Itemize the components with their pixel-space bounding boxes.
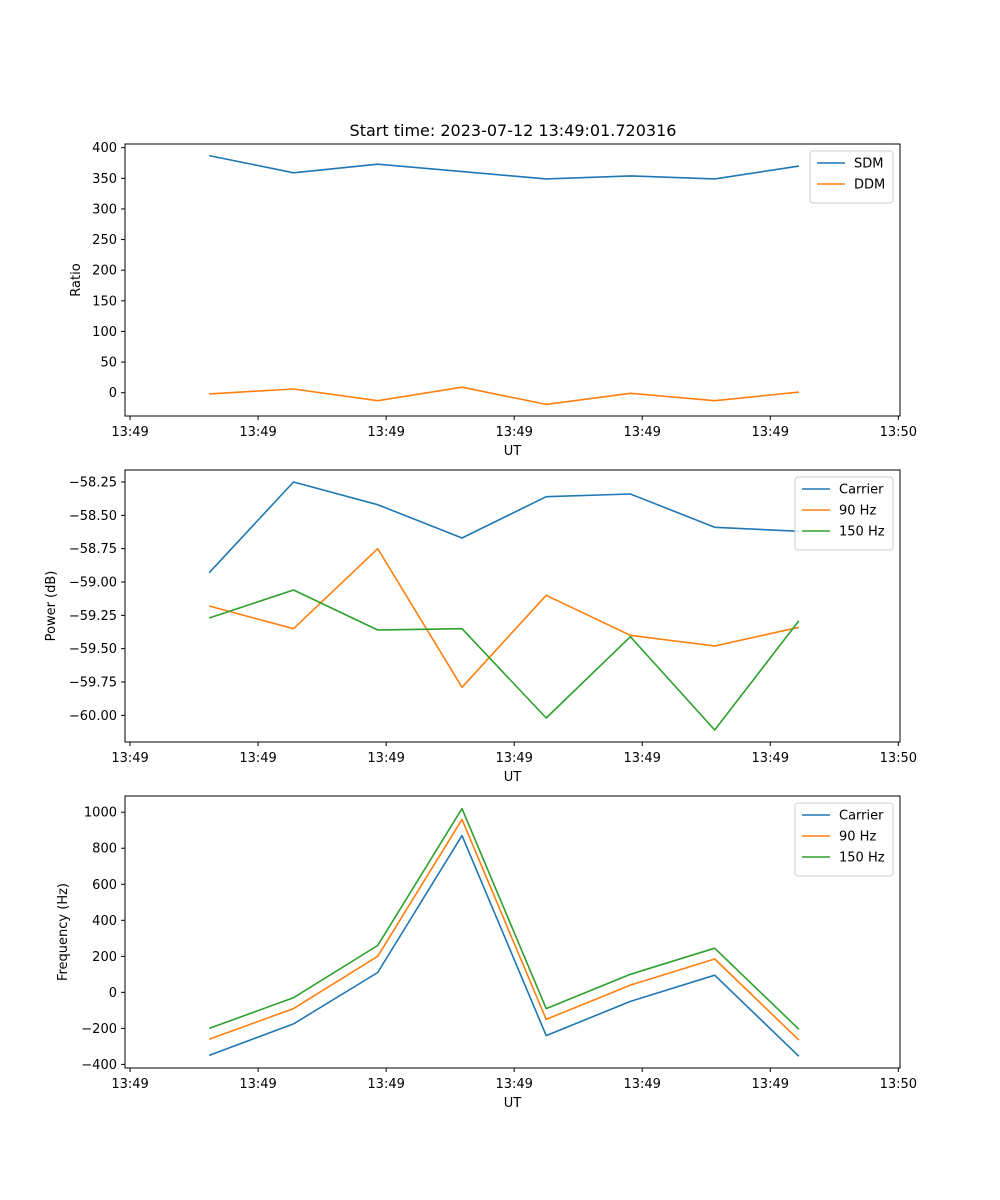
frequency-x-axis-label: UT [504,1096,522,1111]
frequency-series-150-hz [208,807,800,1030]
ratio-y-tick-label: 300 [92,202,117,217]
power-x-tick-label: 13:49 [367,751,404,766]
frequency-y-tick-label: 1000 [84,806,117,821]
frequency-y-tick-label: 800 [92,842,117,857]
power-y-axis-label: Power (dB) [44,571,59,642]
ratio-y-tick-label: 400 [92,141,117,156]
power-x-tick-label: 13:49 [495,751,532,766]
ratio-series-sdm [209,154,800,180]
power-y-tick-label: −58.50 [69,509,117,524]
power-y-tick-label: −59.50 [69,642,117,657]
power-y-tick-label: −59.75 [69,676,117,691]
ratio-y-tick-label: 50 [100,356,117,371]
power-x-tick-label: 13:49 [111,751,148,766]
frequency-x-tick-label: 13:49 [623,1077,660,1092]
ratio-series-ddm [209,386,799,406]
frequency-x-tick-label: 13:49 [367,1077,404,1092]
frequency-axes-frame [124,795,901,1069]
ratio-legend-label-ddm: DDM [854,178,885,193]
power-y-tick-label: −58.75 [69,542,117,557]
frequency-y-axis-label: Frequency (Hz) [56,883,71,981]
frequency-y-tick-label: −200 [81,1022,117,1037]
ratio-y-tick-label: 150 [92,294,117,309]
ratio-x-tick-label: 13:50 [880,425,917,440]
frequency-x-tick-label: 13:49 [111,1077,148,1092]
power-y-tick-label: −60.00 [69,709,117,724]
power-series-150-hz [208,589,800,731]
ratio-x-tick-label: 13:49 [752,425,789,440]
power-x-tick-label: 13:49 [623,751,660,766]
power-legend-label-90-hz: 90 Hz [839,504,876,519]
ratio-y-tick-label: 350 [92,172,117,187]
ratio-y-tick-label: 0 [109,386,117,401]
power-legend-label-150-hz: 150 Hz [839,525,885,540]
frequency-series-90-hz [208,818,800,1041]
ratio-x-tick-label: 13:49 [367,425,404,440]
power-x-tick-label: 13:49 [752,751,789,766]
ratio-x-tick-label: 13:49 [495,425,532,440]
frequency-legend-label-90-hz: 90 Hz [839,830,876,845]
ratio-y-tick-label: 100 [92,325,117,340]
frequency-legend-label-carrier: Carrier [839,809,884,824]
power-series-90-hz [208,547,800,689]
power-y-tick-label: −59.25 [69,609,117,624]
ratio-legend [809,150,894,204]
ratio-x-tick-label: 13:49 [623,425,660,440]
frequency-y-tick-label: 0 [109,986,117,1001]
ratio-x-axis-label: UT [504,444,522,459]
frequency-legend-label-150-hz: 150 Hz [839,851,885,866]
ratio-x-tick-label: 13:49 [239,425,276,440]
figure-title: Start time: 2023-07-12 13:49:01.720316 [350,121,677,140]
frequency-y-tick-label: −400 [81,1058,117,1073]
ratio-panel: 0 50 100 150 200 250 300 350 400 13:49 13:49 13:49 1… [69,141,917,459]
power-series-carrier [208,481,799,574]
power-x-tick-label: 13:49 [239,751,276,766]
frequency-y-tick-label: 200 [92,950,117,965]
power-y-tick-label: −58.25 [69,476,117,491]
ratio-axes-frame [124,143,901,417]
frequency-x-tick-label: 13:49 [752,1077,789,1092]
power-legend-label-carrier: Carrier [839,483,884,498]
ratio-y-axis-label: Ratio [69,263,84,296]
power-panel: −60.00 −59.75 −59.50 −59.25 −59.00 −58.75 −58.… [44,469,917,785]
frequency-x-tick-label: 13:49 [495,1077,532,1092]
frequency-x-tick-label: 13:49 [239,1077,276,1092]
ratio-x-tick-label: 13:49 [111,425,148,440]
ratio-y-tick-label: 200 [92,264,117,279]
power-x-tick-label: 13:50 [880,751,917,766]
frequency-series-carrier [208,834,800,1057]
power-axes-frame [124,469,901,743]
frequency-panel: −400 −200 0 200 400 600 800 1000 13:49 13:49 13:49… [56,795,917,1111]
ratio-y-tick-label: 250 [92,233,117,248]
ratio-legend-label-sdm: SDM [854,157,883,172]
power-y-tick-label: −59.00 [69,576,117,591]
power-x-axis-label: UT [504,770,522,785]
frequency-y-tick-label: 600 [92,878,117,893]
frequency-y-tick-label: 400 [92,914,117,929]
frequency-x-tick-label: 13:50 [880,1077,917,1092]
